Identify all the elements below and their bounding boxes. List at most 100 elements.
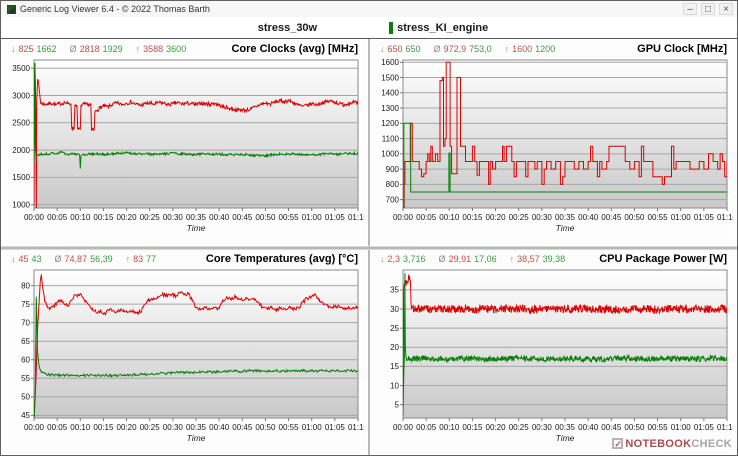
svg-text:700: 700 xyxy=(385,195,399,204)
svg-text:00:45: 00:45 xyxy=(232,213,253,222)
panel-cpu-package-power: ↓ 2,3 3,716 Ø 29,91 17,06 ↑ 38,57 39,38 CPU Pa… xyxy=(372,249,735,453)
svg-text:20: 20 xyxy=(390,343,399,352)
svg-text:70: 70 xyxy=(21,318,30,327)
svg-text:00:50: 00:50 xyxy=(255,423,276,432)
average-icon: Ø xyxy=(433,44,441,54)
panel-gpu-clock: ↓ 650 650 Ø 972,9 753,0 ↑ 1600 1200 GPU Clock … xyxy=(372,40,735,244)
legend-marker-icon xyxy=(389,21,394,34)
stat-avg: Ø 29,91 17,06 xyxy=(438,253,497,264)
svg-text:00:30: 00:30 xyxy=(531,213,552,222)
svg-text:00:55: 00:55 xyxy=(647,423,668,432)
close-button[interactable]: × xyxy=(719,3,733,15)
svg-text:1500: 1500 xyxy=(12,173,30,182)
svg-text:1000: 1000 xyxy=(12,201,30,210)
stat-max: ↑ 38,57 39,38 xyxy=(509,253,566,264)
svg-text:00:50: 00:50 xyxy=(624,213,645,222)
average-icon: Ø xyxy=(69,44,77,54)
window-title: Generic Log Viewer 6.4 - © 2022 Thomas B… xyxy=(20,4,210,14)
svg-text:1100: 1100 xyxy=(381,134,399,143)
stats-row: ↓ 825 1662 Ø 2818 1929 ↑ 3588 3600 xyxy=(11,44,186,54)
legend-item-stress-30w[interactable]: stress_30w xyxy=(250,22,317,34)
min-arrow-icon: ↓ xyxy=(380,253,385,264)
svg-text:00:20: 00:20 xyxy=(485,423,506,432)
svg-text:00:35: 00:35 xyxy=(185,423,206,432)
svg-text:50: 50 xyxy=(21,392,30,401)
svg-text:Time: Time xyxy=(555,223,574,233)
svg-text:00:55: 00:55 xyxy=(647,213,668,222)
panel-header: ↓ 650 650 Ø 972,9 753,0 ↑ 1600 1200 GPU Clock … xyxy=(372,40,735,55)
chart-title: Core Temperatures (avg) [°C] xyxy=(205,252,358,265)
svg-text:00:25: 00:25 xyxy=(508,213,529,222)
svg-text:01:10: 01:10 xyxy=(716,213,732,222)
svg-text:3000: 3000 xyxy=(12,91,30,100)
max-arrow-icon: ↑ xyxy=(504,44,510,54)
min-arrow-icon: ↓ xyxy=(380,44,385,54)
svg-text:80: 80 xyxy=(21,281,30,290)
stat-min: ↓ 45 43 xyxy=(11,253,42,264)
svg-text:3500: 3500 xyxy=(12,64,30,73)
title-bar: Generic Log Viewer 6.4 - © 2022 Thomas B… xyxy=(1,1,737,17)
svg-text:45: 45 xyxy=(21,411,30,420)
average-icon: Ø xyxy=(438,253,446,264)
svg-text:75: 75 xyxy=(21,299,30,308)
svg-text:00:45: 00:45 xyxy=(601,213,622,222)
stat-max: ↑ 3588 3600 xyxy=(135,44,187,54)
svg-text:00:20: 00:20 xyxy=(485,213,506,222)
stat-max: ↑ 1600 1200 xyxy=(504,44,556,54)
app-icon xyxy=(7,4,16,14)
svg-text:00:35: 00:35 xyxy=(554,213,575,222)
svg-text:00:10: 00:10 xyxy=(439,213,460,222)
max-arrow-icon: ↑ xyxy=(125,253,131,264)
svg-text:00:05: 00:05 xyxy=(47,213,68,222)
legend-item-stress-ki-engine[interactable]: stress_KI_engine xyxy=(389,21,488,34)
svg-text:00:00: 00:00 xyxy=(23,423,44,432)
svg-text:00:40: 00:40 xyxy=(209,213,230,222)
legend-bar: stress_30w stress_KI_engine xyxy=(1,17,737,39)
minimize-button[interactable]: – xyxy=(683,3,697,15)
svg-text:65: 65 xyxy=(21,337,30,346)
max-arrow-icon: ↑ xyxy=(509,253,515,264)
maximize-button[interactable]: □ xyxy=(701,3,715,15)
average-icon: Ø xyxy=(54,253,62,264)
panel-core-temperatures: ↓ 45 43 Ø 74,87 56,39 ↑ 83 77 Core Temperature… xyxy=(3,249,366,453)
svg-text:01:00: 01:00 xyxy=(301,213,322,222)
svg-text:01:05: 01:05 xyxy=(324,423,345,432)
svg-text:01:10: 01:10 xyxy=(716,423,732,432)
chart-title: Core Clocks (avg) [MHz] xyxy=(231,43,358,55)
svg-text:01:10: 01:10 xyxy=(347,423,363,432)
svg-text:01:00: 01:00 xyxy=(301,423,322,432)
svg-text:00:35: 00:35 xyxy=(554,423,575,432)
stats-row: ↓ 650 650 Ø 972,9 753,0 ↑ 1600 1200 xyxy=(380,44,555,54)
svg-text:00:10: 00:10 xyxy=(70,423,91,432)
stat-avg: Ø 2818 1929 xyxy=(69,44,123,54)
svg-text:01:00: 01:00 xyxy=(670,423,691,432)
panel-core-clocks: ↓ 825 1662 Ø 2818 1929 ↑ 3588 3600 Core Clocks… xyxy=(3,40,366,244)
svg-text:01:05: 01:05 xyxy=(693,423,714,432)
svg-text:00:50: 00:50 xyxy=(624,423,645,432)
svg-text:01:05: 01:05 xyxy=(324,213,345,222)
svg-text:00:40: 00:40 xyxy=(209,423,230,432)
svg-text:00:30: 00:30 xyxy=(162,213,183,222)
svg-text:25: 25 xyxy=(390,323,399,332)
svg-text:5: 5 xyxy=(394,400,399,409)
svg-text:1000: 1000 xyxy=(381,150,399,159)
stat-min: ↓ 825 1662 xyxy=(11,44,57,54)
svg-text:00:05: 00:05 xyxy=(47,423,68,432)
svg-text:00:30: 00:30 xyxy=(531,423,552,432)
svg-text:00:40: 00:40 xyxy=(578,213,599,222)
svg-text:1200: 1200 xyxy=(381,119,399,128)
panel-header: ↓ 2,3 3,716 Ø 29,91 17,06 ↑ 38,57 39,38 CPU Pa… xyxy=(372,250,735,265)
svg-text:01:05: 01:05 xyxy=(693,213,714,222)
stat-max: ↑ 83 77 xyxy=(125,253,157,264)
gpu-clock-chart[interactable]: 700 800 900 1000 1100 1200 1300 1400 1500 1600 00:… xyxy=(375,55,733,237)
svg-text:00:25: 00:25 xyxy=(139,213,160,222)
svg-text:00:15: 00:15 xyxy=(462,423,483,432)
svg-text:2500: 2500 xyxy=(12,119,30,128)
stat-avg: Ø 972,9 753,0 xyxy=(433,44,492,54)
svg-text:35: 35 xyxy=(390,285,399,294)
svg-text:00:10: 00:10 xyxy=(70,213,91,222)
